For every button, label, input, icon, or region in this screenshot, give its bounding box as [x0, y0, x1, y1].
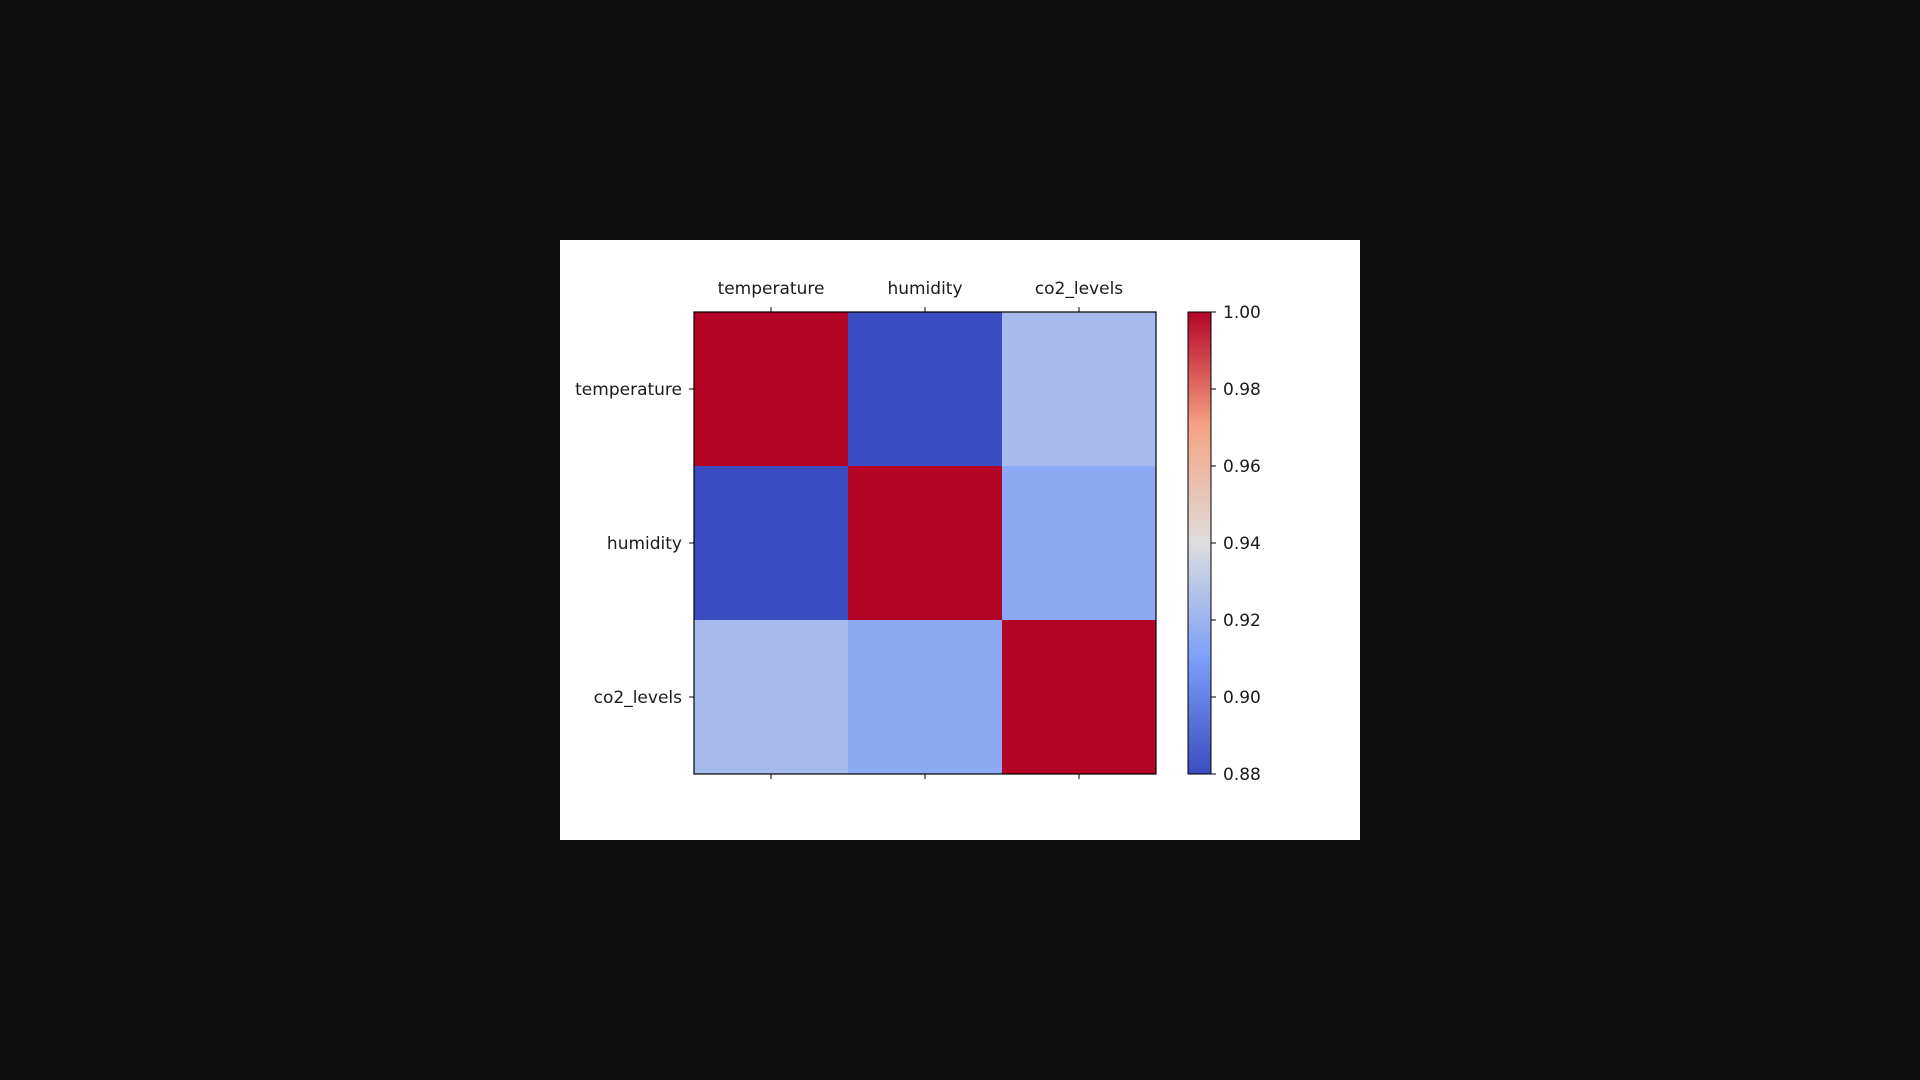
heatmap-cell-temperature-co2_levels — [1002, 312, 1157, 467]
heatmap-chart: temperature humidity co2_levels temperatur… — [575, 279, 1261, 785]
y-tick-label-humidity: humidity — [607, 534, 682, 554]
colorbar: 0.88 0.90 0.92 0.94 0.96 0.98 1.00 — [1187, 303, 1261, 785]
colorbar-tick-label: 0.96 — [1223, 457, 1261, 477]
heatmap-cell-co2_levels-co2_levels — [1002, 620, 1157, 775]
colorbar-tick-label: 0.98 — [1223, 380, 1261, 400]
colorbar-tick-label: 0.92 — [1223, 611, 1261, 631]
x-tick-label-temperature: temperature — [718, 279, 825, 299]
heatmap-cell-humidity-humidity — [848, 466, 1003, 621]
heatmap-cell-humidity-co2_levels — [1002, 466, 1157, 621]
y-axis-ticks: temperature humidity co2_levels — [575, 380, 694, 708]
x-tick-label-humidity: humidity — [887, 279, 962, 299]
figure: temperature humidity co2_levels temperatur… — [560, 240, 1360, 840]
colorbar-gradient — [1187, 311, 1212, 775]
y-tick-label-temperature: temperature — [575, 380, 682, 400]
heatmap-cell-temperature-humidity — [848, 312, 1003, 467]
y-tick-label-co2_levels: co2_levels — [594, 688, 682, 708]
heatmap-cell-temperature-temperature — [694, 312, 849, 467]
heatmap-cells — [694, 312, 1157, 775]
colorbar-tick-label: 0.88 — [1223, 765, 1261, 785]
heatmap-cell-co2_levels-temperature — [694, 620, 849, 775]
x-axis-ticks: temperature humidity co2_levels — [718, 279, 1123, 779]
heatmap-cell-co2_levels-humidity — [848, 620, 1003, 775]
colorbar-tick-label: 1.00 — [1223, 303, 1261, 323]
colorbar-tick-label: 0.90 — [1223, 688, 1261, 708]
heatmap-cell-humidity-temperature — [694, 466, 849, 621]
colorbar-tick-label: 0.94 — [1223, 534, 1261, 554]
x-tick-label-co2_levels: co2_levels — [1035, 279, 1123, 299]
